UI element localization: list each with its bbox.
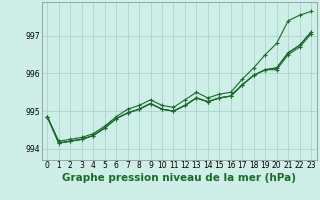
X-axis label: Graphe pression niveau de la mer (hPa): Graphe pression niveau de la mer (hPa) xyxy=(62,173,296,183)
